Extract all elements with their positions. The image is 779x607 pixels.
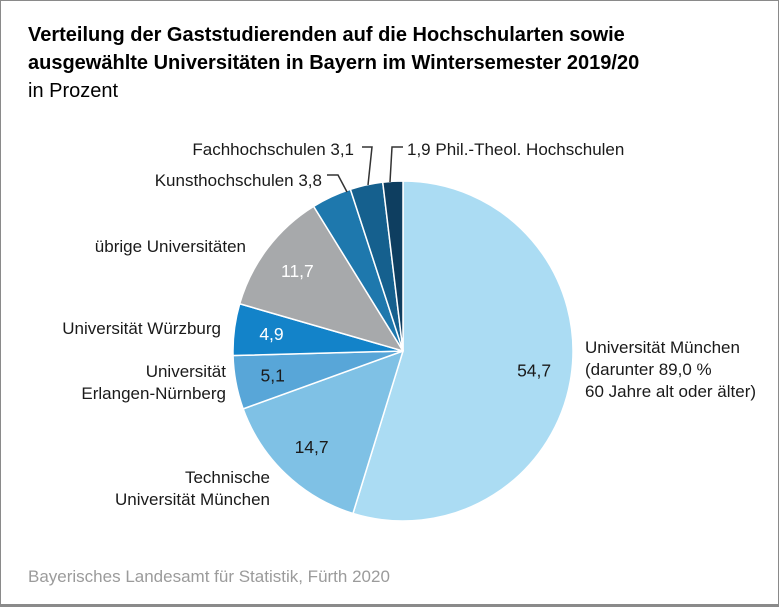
pie-slices: 54,7 14,7 5,1 4,9 11,7: [232, 180, 574, 522]
callout-tum-line-1: Technische: [184, 468, 270, 487]
callout-tum-line-2: Universität München: [115, 490, 270, 509]
callout-technische-universitaet-muenchen: Technische Universität München: [115, 467, 270, 511]
callout-muenchen-line-2: (darunter 89,0 %: [585, 360, 712, 379]
chart-title-line-2: ausgewählte Universitäten in Bayern im W…: [28, 52, 640, 74]
pie-slice-7-phil-theol-hochschulen: [381, 180, 404, 352]
pie-value-label-2: 5,1: [261, 366, 285, 386]
pie-value-label-4: 11,7: [281, 261, 314, 281]
pie-slice-1-technische-universit-t-m-nchen: [242, 350, 404, 515]
callout-uebrige-universitaeten: übrige Universitäten: [94, 237, 246, 256]
callout-universitaet-muenchen: Universität München (darunter 89,0 % 60 …: [585, 337, 756, 403]
callout-fachhochschulen: Fachhochschulen 3,1: [192, 140, 354, 159]
callout-kunsthochschulen: Kunsthochschulen 3,8: [154, 171, 322, 190]
chart-subtitle: in Prozent: [28, 80, 119, 102]
pie-slice-4--brige-universit-ten: [238, 205, 404, 352]
chart-title-block: Verteilung der Gaststudierenden auf die …: [28, 21, 758, 105]
pie-value-label-3: 4,9: [259, 324, 283, 344]
callout-universitaet-wuerzburg: Universität Würzburg: [62, 319, 221, 338]
callout-muenchen-line-3: 60 Jahre alt oder älter): [585, 382, 757, 401]
pie-slice-0-universit-t-m-nchen: [352, 180, 574, 522]
callout-universitaet-erlangen-nuernberg: Universität Erlangen-Nürnberg: [81, 361, 226, 405]
source-note: Bayerisches Landesamt für Statistik, Für…: [28, 567, 390, 586]
leader-line-phil-theol: [389, 146, 403, 183]
pie-value-label-0: 54,7: [517, 361, 551, 381]
callout-phil-theol-hochschulen: 1,9 Phil.-Theol. Hochschulen: [407, 140, 625, 159]
callout-erlangen-line-2: Erlangen-Nürnberg: [81, 384, 226, 403]
leader-line-kunsthochschulen: [327, 174, 348, 193]
chart-title-line-1: Verteilung der Gaststudierenden auf die …: [28, 24, 625, 46]
pie-value-label-1: 14,7: [295, 437, 329, 457]
leader-line-fachhochschulen: [362, 146, 373, 186]
callout-erlangen-line-1: Universität: [145, 362, 226, 381]
callout-muenchen-line-1: Universität München: [585, 338, 740, 357]
